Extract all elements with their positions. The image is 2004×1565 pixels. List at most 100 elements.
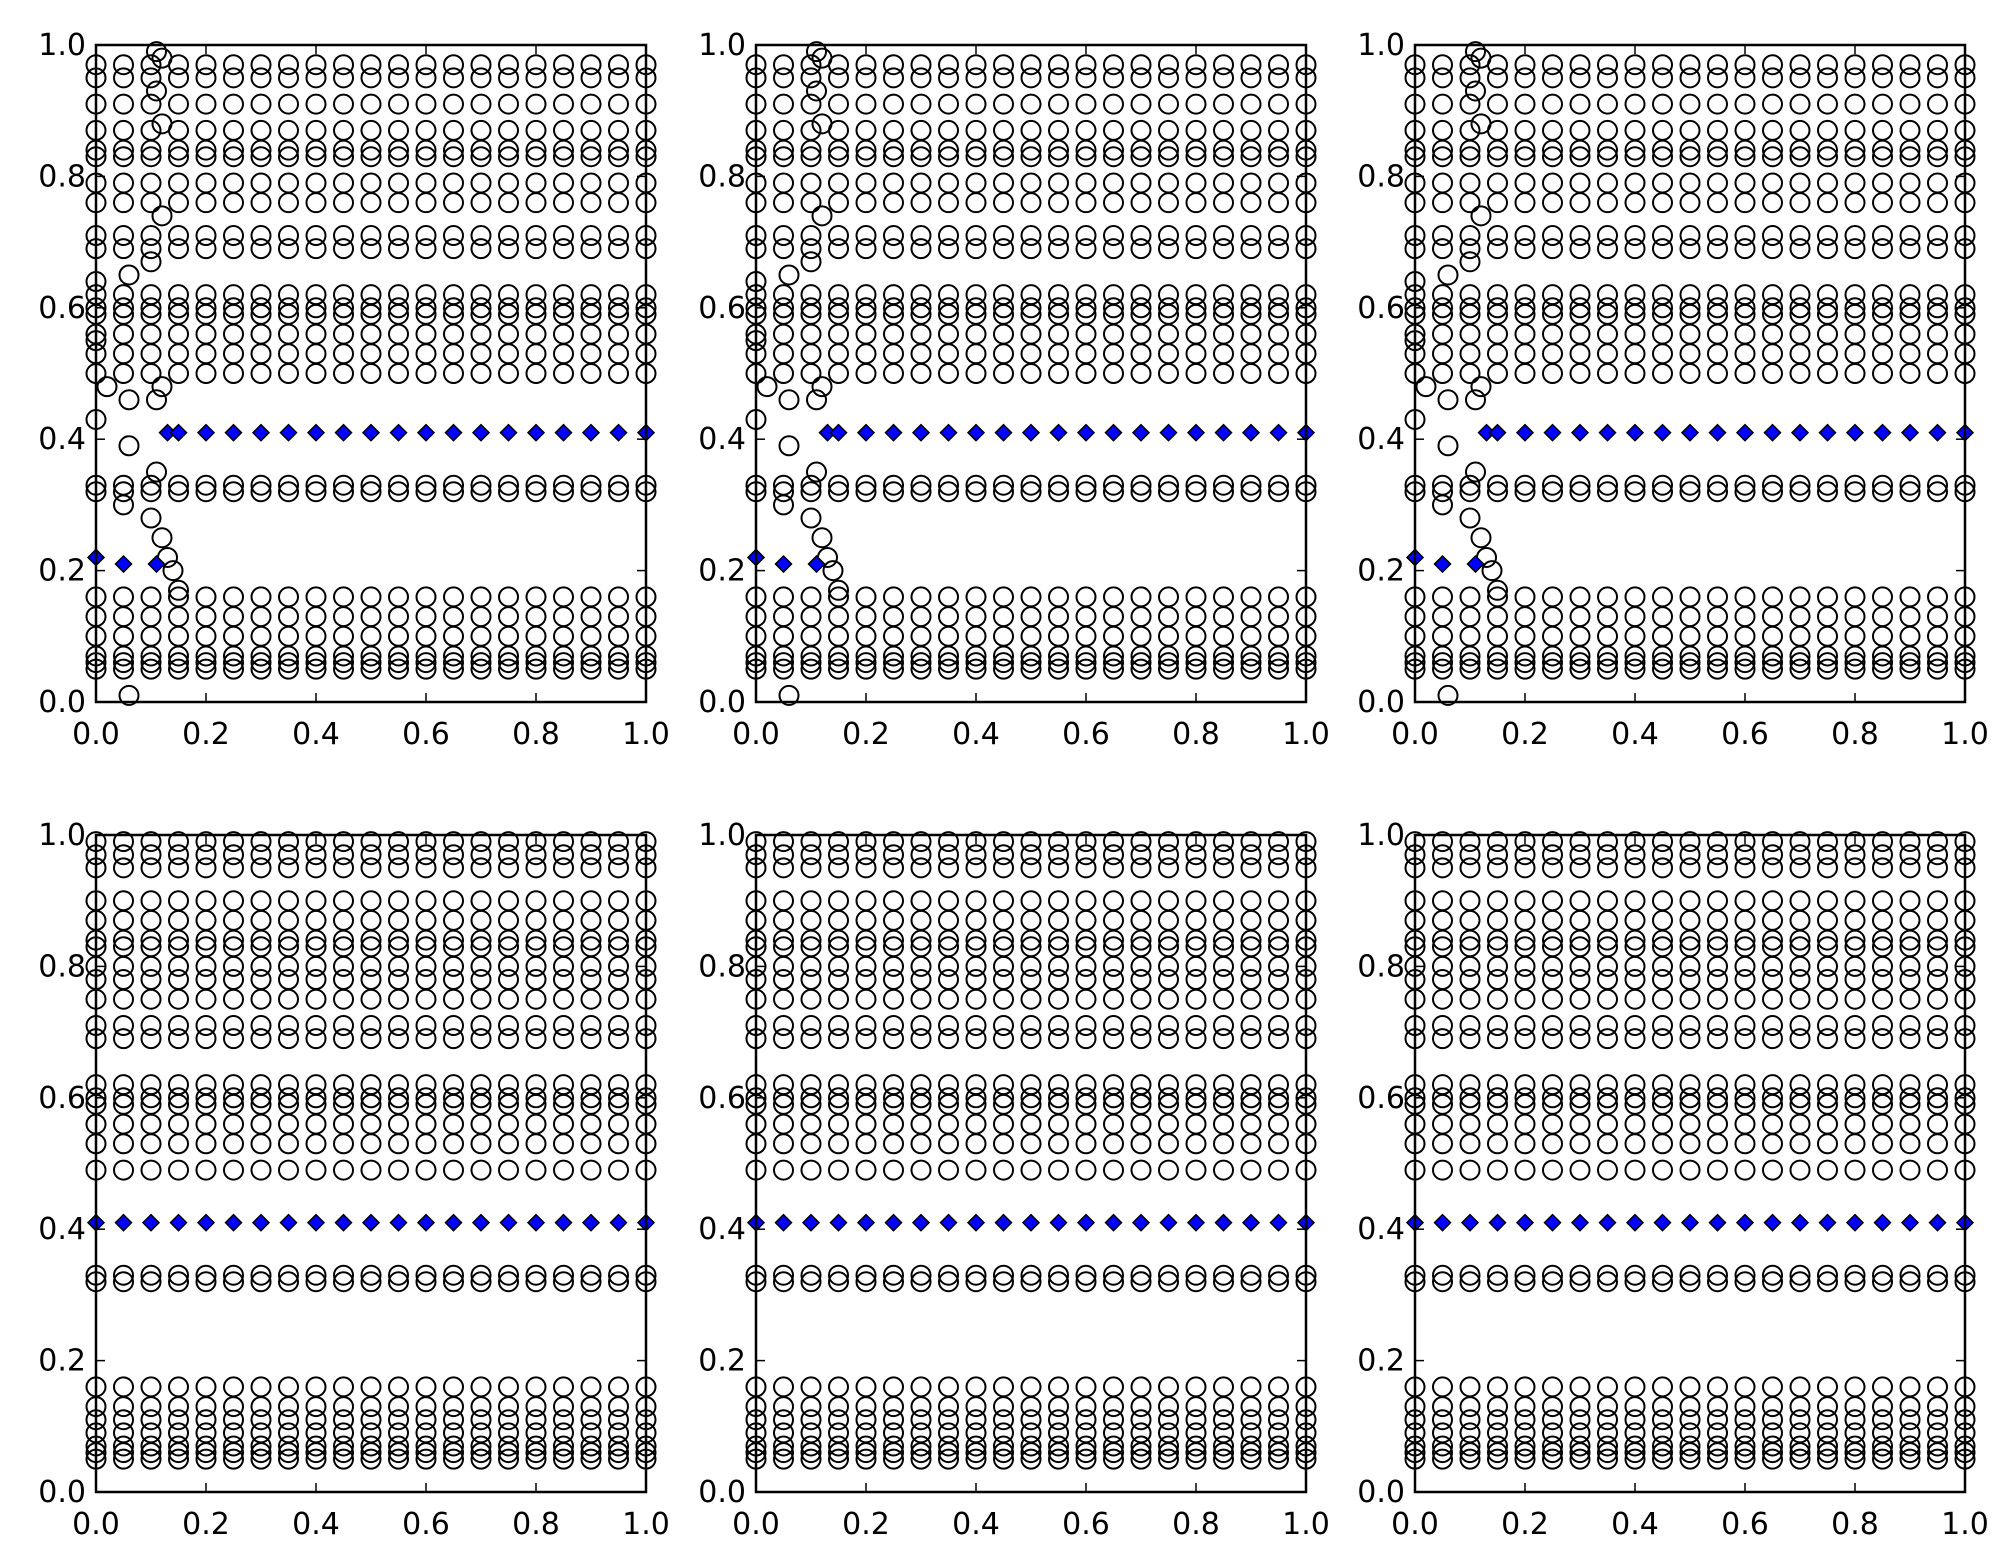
data-point-circle — [1624, 969, 1646, 991]
x-tick-label: 0.0 — [72, 1507, 120, 1542]
data-point-circle — [1872, 1448, 1893, 1470]
data-point-circle — [828, 844, 849, 866]
data-point-circle — [140, 606, 162, 628]
data-point-circle — [1185, 936, 1207, 958]
data-point-circle — [800, 586, 822, 608]
data-point-circle — [855, 225, 877, 247]
data-point-circle — [360, 586, 382, 608]
data-point-circle — [168, 1015, 189, 1037]
data-point-circle — [800, 1422, 822, 1444]
data-point-circle — [1762, 606, 1783, 628]
data-point-circle — [1487, 172, 1508, 194]
data-point-circle — [1679, 67, 1701, 89]
data-point-circle — [1075, 909, 1097, 931]
data-point-circle — [1569, 1133, 1591, 1155]
data-point-circle — [1789, 1087, 1811, 1109]
data-point-circle — [965, 297, 987, 319]
data-point-circle — [168, 1271, 189, 1293]
data-point-circle — [1459, 586, 1481, 608]
data-point-circle — [1459, 67, 1481, 89]
data-point-circle — [1789, 67, 1811, 89]
data-point-circle — [1652, 1271, 1673, 1293]
data-point-circle — [1048, 67, 1069, 89]
data-point-circle — [1872, 1264, 1893, 1286]
data-point-circle — [1927, 1409, 1948, 1431]
data-point-circle — [1817, 146, 1838, 168]
data-point-circle — [470, 625, 492, 647]
data-point-circle — [1240, 119, 1262, 141]
data-point-circle — [1762, 297, 1783, 319]
data-point-circle — [1927, 890, 1948, 912]
data-point-circle — [1679, 969, 1701, 991]
data-point-circle — [1872, 67, 1893, 89]
data-point-circle — [1130, 1028, 1152, 1050]
data-point-circle — [1268, 284, 1289, 306]
data-point-circle — [113, 494, 134, 516]
data-point-circle — [1075, 606, 1097, 628]
data-point-circle — [1268, 658, 1289, 680]
data-point-circle — [855, 652, 877, 674]
data-point-circle — [1707, 225, 1728, 247]
data-point-circle — [553, 890, 574, 912]
data-point-circle — [305, 1015, 327, 1037]
data-point-circle — [1817, 343, 1838, 365]
data-point-circle — [250, 606, 272, 628]
data-point-circle — [1927, 936, 1948, 958]
data-point-circle — [1734, 146, 1756, 168]
data-point-circle — [1762, 225, 1783, 247]
data-point-circle — [773, 1264, 794, 1286]
data-point-circle — [1597, 1159, 1618, 1181]
data-point-circle — [1817, 297, 1838, 319]
data-point-circle — [113, 936, 134, 958]
data-point-circle — [1020, 890, 1042, 912]
data-point-circle — [1844, 988, 1866, 1010]
data-point-diamond — [966, 423, 986, 442]
data-point-circle — [855, 936, 877, 958]
data-point-circle — [470, 652, 492, 674]
data-point-circle — [470, 955, 492, 977]
data-point-circle — [1899, 54, 1921, 76]
data-point-circle — [168, 474, 189, 496]
data-point-circle — [305, 238, 327, 260]
data-point-circle — [498, 1159, 519, 1181]
data-point-circle — [1542, 844, 1563, 866]
data-point-circle — [1707, 172, 1728, 194]
data-point-circle — [1048, 955, 1069, 977]
data-point-circle — [1762, 1159, 1783, 1181]
data-point-circle — [113, 1271, 134, 1293]
data-point-circle — [800, 119, 822, 141]
data-point-circle — [1432, 936, 1453, 958]
data-point-circle — [140, 955, 162, 977]
data-point-circle — [1542, 831, 1563, 853]
data-point-circle — [498, 1113, 519, 1135]
data-point-circle — [553, 474, 574, 496]
data-point-circle — [1789, 1133, 1811, 1155]
data-point-circle — [1020, 93, 1042, 115]
y-tick-label: 0.0 — [38, 685, 86, 720]
data-point-circle — [443, 1448, 464, 1470]
data-point-circle — [498, 119, 519, 141]
data-point-circle — [140, 1376, 162, 1398]
data-point-circle — [1624, 857, 1646, 879]
data-point-diamond — [1131, 1213, 1151, 1232]
data-point-circle — [883, 890, 904, 912]
data-point-circle — [278, 238, 299, 260]
data-point-circle — [1597, 238, 1618, 260]
data-point-circle — [1762, 1422, 1783, 1444]
data-point-diamond — [1076, 423, 1096, 442]
x-tick-label: 1.0 — [1941, 717, 1989, 752]
data-point-circle — [1240, 1133, 1262, 1155]
data-point-circle — [1048, 1087, 1069, 1109]
data-point-diamond — [526, 423, 546, 442]
data-point-diamond — [1131, 423, 1151, 442]
data-point-circle — [1569, 323, 1591, 345]
data-point-circle — [1624, 192, 1646, 214]
data-point-circle — [773, 936, 794, 958]
data-point-circle — [223, 93, 244, 115]
data-point-circle — [1185, 652, 1207, 674]
data-point-circle — [1514, 1264, 1536, 1286]
data-point-circle — [1487, 1113, 1508, 1135]
data-point-circle — [608, 238, 629, 260]
data-point-circle — [1048, 474, 1069, 496]
data-point-circle — [1927, 1376, 1948, 1398]
